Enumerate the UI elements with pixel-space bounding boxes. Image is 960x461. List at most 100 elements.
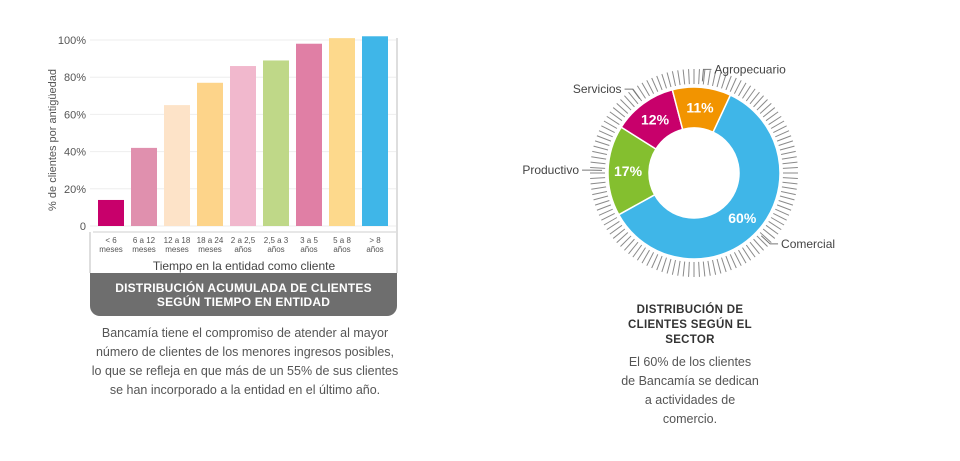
tick-mark	[646, 252, 655, 266]
x-tick-label: meses	[99, 245, 123, 254]
tick-mark	[712, 71, 717, 87]
slice-value-label: 60%	[728, 210, 757, 226]
tick-mark	[725, 255, 732, 271]
donut-chart-description: El 60% de los clientes de Bancamía se de…	[590, 353, 790, 429]
tick-mark	[733, 80, 742, 94]
category-label: Productivo	[522, 163, 579, 177]
y-tick-label: 100%	[58, 35, 86, 47]
tick-mark	[688, 261, 690, 277]
tick-mark	[677, 260, 681, 276]
description-line: lo que se refleja en que más de un 55% d…	[91, 364, 399, 378]
bar	[197, 82, 223, 226]
tick-mark	[782, 181, 798, 185]
tick-mark	[632, 244, 643, 258]
tick-mark	[590, 167, 606, 169]
tick-mark	[768, 221, 782, 231]
tick-mark	[707, 260, 711, 276]
tick-mark	[712, 259, 717, 275]
x-tick-label: 5 a 8	[333, 236, 351, 245]
tick-mark	[603, 120, 618, 129]
x-tick-label: > 8	[369, 236, 381, 245]
tick-mark	[779, 195, 795, 201]
caption-line-2: SEGÚN TIEMPO EN ENTIDAD	[156, 294, 331, 309]
x-tick-label: meses	[132, 245, 156, 254]
title-line: CLIENTES SEGÚN EL	[628, 319, 752, 331]
tick-mark	[702, 69, 706, 85]
tick-mark	[593, 195, 609, 201]
slice-value-label: 12%	[641, 112, 670, 128]
tick-mark	[612, 228, 626, 239]
tick-mark	[782, 161, 798, 165]
tick-mark	[598, 130, 613, 138]
tick-mark	[616, 103, 629, 114]
description-line: se han incorporado a la entidad en el úl…	[109, 383, 381, 397]
tick-mark	[601, 212, 615, 221]
tick-mark	[779, 145, 795, 151]
tick-mark	[590, 181, 606, 185]
tick-mark	[636, 247, 646, 261]
tick-mark	[707, 70, 711, 86]
tick-mark	[775, 208, 790, 216]
bar	[164, 105, 190, 226]
x-tick-label: años	[333, 245, 350, 254]
tick-mark	[596, 135, 612, 142]
tick-mark	[782, 177, 798, 179]
tick-mark	[762, 228, 776, 239]
x-tick-label: años	[300, 245, 317, 254]
tick-mark	[721, 257, 727, 273]
tick-mark	[624, 238, 635, 251]
tick-mark	[677, 70, 681, 86]
tick-mark	[773, 125, 787, 134]
tick-mark	[628, 241, 639, 255]
tick-mark	[782, 167, 798, 169]
tick-mark	[688, 69, 690, 85]
tick-mark	[646, 80, 655, 94]
tick-mark	[765, 224, 779, 235]
tick-mark	[753, 238, 764, 251]
tick-mark	[756, 235, 768, 247]
x-tick-label: años	[267, 245, 284, 254]
tick-mark	[596, 204, 612, 211]
tick-mark	[656, 255, 663, 271]
x-tick-label: meses	[165, 245, 189, 254]
tick-mark	[591, 156, 607, 160]
tick-mark	[620, 99, 632, 111]
tick-mark	[742, 247, 752, 261]
tick-mark	[594, 140, 610, 146]
bar	[263, 60, 289, 227]
y-tick-label: 0	[80, 221, 86, 233]
tick-mark	[590, 161, 606, 165]
description-line: Bancamía tiene el compromiso de atender …	[101, 326, 389, 340]
tick-mark	[651, 254, 659, 269]
donut-center-hole	[649, 128, 739, 218]
y-tick-label: 20%	[64, 184, 86, 196]
y-tick-label: 80%	[64, 72, 86, 84]
y-tick-label: 60%	[64, 109, 86, 121]
tick-mark	[759, 232, 772, 243]
tick-mark	[593, 145, 609, 151]
tick-mark	[775, 130, 790, 138]
tick-mark	[780, 150, 796, 155]
tick-mark	[591, 186, 607, 190]
tick-mark	[661, 73, 667, 89]
tick-mark	[666, 258, 672, 274]
description-line: comercio.	[662, 412, 718, 426]
bar-chart-caption: DISTRIBUCIÓN ACUMULADA DE CLIENTES SEGÚN…	[90, 273, 397, 316]
tick-mark	[773, 212, 787, 221]
tick-mark	[603, 217, 618, 226]
slice-value-label: 11%	[686, 99, 714, 115]
tick-mark	[606, 221, 620, 231]
tick-mark	[780, 191, 796, 196]
tick-mark	[778, 140, 794, 146]
bar-chart-description: Bancamía tiene el compromiso de atender …	[70, 324, 420, 400]
tick-mark	[749, 91, 760, 105]
slice-value-label: 17%	[614, 163, 643, 179]
tick-mark	[609, 111, 623, 122]
tick-mark	[776, 135, 792, 142]
tick-mark	[671, 71, 676, 87]
tick-mark	[641, 82, 650, 97]
description-line: número de clientes de los menores ingres…	[95, 345, 395, 359]
bar	[329, 38, 355, 226]
description-line: de Bancamía se dedican	[621, 374, 759, 388]
tick-mark	[756, 99, 768, 111]
